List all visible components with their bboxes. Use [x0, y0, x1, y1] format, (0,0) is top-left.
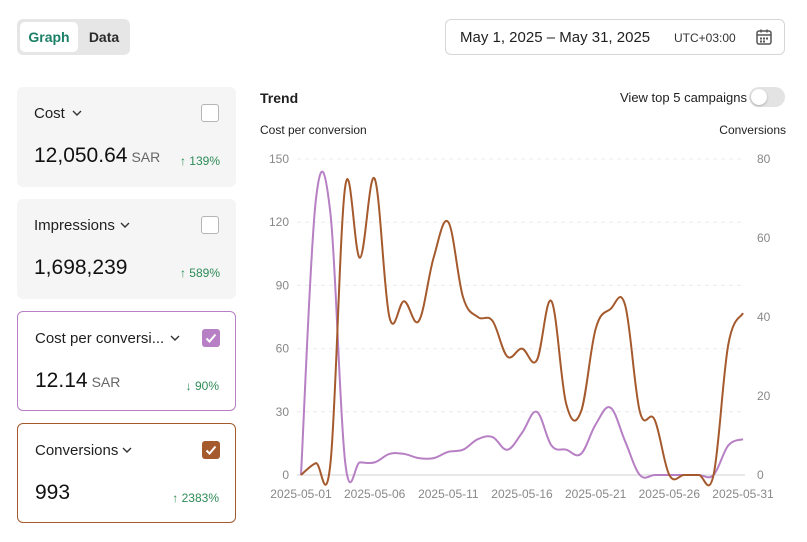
top5-toggle[interactable]: [749, 87, 785, 107]
metric-delta: ↓ 90%: [185, 379, 219, 393]
metric-title: Cost: [34, 105, 65, 122]
metric-checkbox[interactable]: [201, 104, 219, 122]
metric-delta: ↑ 589%: [179, 266, 220, 280]
check-icon: [205, 333, 217, 343]
metric-card-conversions[interactable]: Conversions 993 ↑ 2383%: [17, 423, 236, 523]
y-tick-label-left: 60: [276, 342, 290, 356]
y-tick-label-right: 60: [757, 231, 771, 245]
metric-value: 12,050.64 SAR: [34, 144, 161, 167]
chevron-down-icon[interactable]: [170, 334, 180, 342]
series-line-conversions: [300, 177, 744, 487]
x-tick-label: 2025-05-26: [639, 487, 701, 501]
y-tick-label-right: 0: [757, 468, 764, 482]
y-tick-label-left: 150: [269, 152, 289, 166]
metric-value: 1,698,239: [34, 256, 128, 279]
metric-checkbox[interactable]: [201, 216, 219, 234]
metric-title: Cost per conversi...: [35, 330, 165, 347]
metric-value: 993: [35, 481, 71, 504]
metric-value: 12.14 SAR: [35, 369, 121, 392]
x-tick-label: 2025-05-06: [344, 487, 406, 501]
metric-checkbox[interactable]: [202, 329, 220, 347]
view-toggle: Graph Data: [17, 19, 130, 55]
y-tick-label-left: 30: [276, 405, 290, 419]
x-tick-label: 2025-05-31: [712, 487, 774, 501]
chevron-down-icon[interactable]: [72, 109, 82, 117]
metric-card-cost[interactable]: Cost 12,050.64 SAR ↑ 139%: [17, 87, 236, 187]
graph-tab[interactable]: Graph: [20, 22, 78, 52]
y-axis-title-left: Cost per conversion: [260, 123, 367, 137]
x-tick-label: 2025-05-21: [565, 487, 627, 501]
calendar-icon[interactable]: [755, 28, 773, 46]
y-tick-label-right: 20: [757, 389, 771, 403]
toggle-knob: [751, 89, 767, 105]
check-icon: [205, 445, 217, 455]
y-tick-label-left: 90: [276, 278, 290, 292]
y-tick-label-right: 80: [757, 152, 771, 166]
metric-title: Conversions: [35, 442, 119, 459]
chevron-down-icon[interactable]: [122, 446, 132, 454]
date-range-picker[interactable]: May 1, 2025 – May 31, 2025 UTC+03:00: [445, 19, 785, 55]
metric-title: Impressions: [34, 217, 115, 234]
x-tick-label: 2025-05-11: [418, 487, 479, 501]
metric-checkbox[interactable]: [202, 441, 220, 459]
timezone-label: UTC+03:00: [674, 31, 736, 45]
metric-delta: ↑ 139%: [179, 154, 220, 168]
data-tab[interactable]: Data: [88, 29, 120, 45]
y-tick-label-left: 0: [282, 468, 289, 482]
metric-card-cost-per-conversion[interactable]: Cost per conversi... 12.14 SAR ↓ 90%: [17, 311, 236, 411]
x-tick-label: 2025-05-16: [491, 487, 553, 501]
date-range-label: May 1, 2025 – May 31, 2025: [460, 29, 651, 46]
trend-title: Trend: [260, 90, 299, 106]
y-tick-label-right: 40: [757, 310, 771, 324]
top5-label: View top 5 campaigns: [620, 90, 747, 105]
series-line-cost-per-conversion: [300, 170, 744, 484]
metric-delta: ↑ 2383%: [172, 491, 219, 505]
y-axis-title-right: Conversions: [719, 123, 786, 137]
x-tick-label: 2025-05-01: [270, 487, 332, 501]
chevron-down-icon[interactable]: [120, 221, 130, 229]
metric-card-impressions[interactable]: Impressions 1,698,239 ↑ 589%: [17, 199, 236, 299]
metric-unit: SAR: [131, 149, 161, 165]
y-tick-label-left: 120: [269, 215, 289, 229]
metric-unit: SAR: [91, 374, 121, 390]
